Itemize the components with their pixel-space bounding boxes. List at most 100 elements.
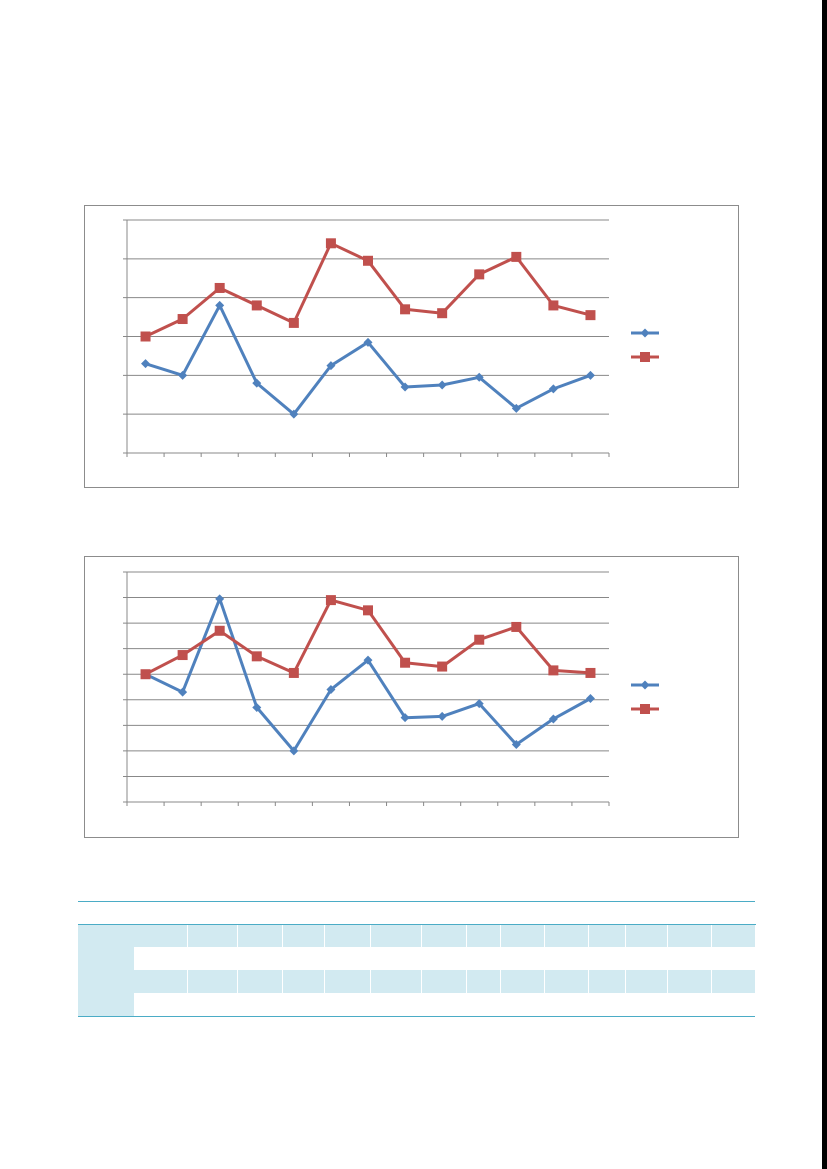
table-cell bbox=[324, 947, 370, 970]
data-point bbox=[548, 300, 559, 311]
data-point bbox=[289, 746, 299, 756]
table-cell bbox=[187, 970, 238, 993]
data-table bbox=[78, 902, 756, 1017]
table-cell bbox=[187, 924, 238, 947]
table-cell bbox=[237, 924, 283, 947]
table-cell bbox=[421, 947, 466, 970]
table-cell bbox=[544, 993, 588, 1017]
data-point bbox=[177, 314, 188, 325]
line-chart-1 bbox=[84, 205, 739, 488]
table-row bbox=[78, 924, 756, 947]
table-header-cell bbox=[237, 902, 282, 925]
data-point bbox=[325, 595, 336, 606]
data-point bbox=[548, 665, 559, 676]
data-point bbox=[585, 310, 596, 321]
table-row-head bbox=[78, 970, 134, 993]
page-edge bbox=[822, 0, 827, 1169]
table-top-rule bbox=[78, 901, 755, 902]
data-point bbox=[141, 359, 151, 369]
table-cell bbox=[711, 924, 756, 947]
table-cell bbox=[134, 993, 187, 1017]
legend-marker bbox=[640, 704, 650, 714]
series-line bbox=[144, 597, 592, 753]
table-cell bbox=[544, 947, 588, 970]
table-cell bbox=[625, 993, 667, 1017]
table-cell bbox=[324, 924, 371, 947]
table-cell bbox=[237, 970, 283, 993]
data-point bbox=[511, 621, 522, 632]
line-chart-2-plot bbox=[123, 571, 659, 806]
data-point bbox=[511, 740, 521, 749]
data-point bbox=[437, 380, 447, 390]
data-point bbox=[585, 370, 595, 380]
table-cell bbox=[187, 993, 237, 1017]
table-header-cell bbox=[282, 902, 324, 925]
table-cell bbox=[466, 947, 500, 970]
data-point bbox=[474, 634, 485, 645]
table-cell bbox=[544, 970, 589, 993]
data-point bbox=[251, 300, 262, 311]
series-line bbox=[145, 303, 592, 416]
table-cell bbox=[421, 970, 467, 993]
data-point bbox=[214, 282, 225, 293]
table-cell bbox=[370, 993, 421, 1017]
table-header-row bbox=[78, 902, 755, 925]
table-cell bbox=[667, 993, 711, 1017]
table-cell bbox=[466, 970, 501, 993]
table-header-cell bbox=[78, 902, 134, 925]
table-cell bbox=[237, 993, 282, 1017]
data-point bbox=[178, 687, 188, 697]
table-cell bbox=[500, 924, 545, 947]
data-point bbox=[474, 269, 485, 280]
data-point bbox=[548, 384, 558, 394]
table-cell bbox=[237, 947, 282, 970]
data-point bbox=[325, 238, 336, 249]
data-point bbox=[400, 382, 410, 392]
table-cell bbox=[667, 970, 712, 993]
table-header-cell bbox=[370, 902, 421, 925]
table-row-head bbox=[78, 993, 134, 1017]
line-chart-1-plot bbox=[123, 219, 659, 457]
data-point bbox=[437, 308, 448, 319]
table-cell bbox=[370, 947, 421, 970]
table-cell bbox=[134, 947, 187, 970]
table-cell bbox=[421, 993, 466, 1017]
table-cell bbox=[134, 970, 188, 993]
table-header-cell bbox=[625, 902, 667, 925]
data-point bbox=[178, 370, 188, 380]
table-header-cell bbox=[500, 902, 544, 925]
table-row-head bbox=[78, 924, 134, 947]
table-cell bbox=[588, 924, 626, 947]
data-point bbox=[437, 711, 447, 721]
table-cell bbox=[588, 993, 625, 1017]
table-row bbox=[78, 970, 756, 993]
table-header-cell bbox=[324, 902, 370, 925]
table-cell bbox=[134, 924, 188, 947]
data-point bbox=[288, 317, 299, 328]
data-point bbox=[177, 650, 188, 661]
table-cell bbox=[588, 970, 626, 993]
data-point bbox=[585, 667, 596, 678]
table-cell bbox=[500, 947, 544, 970]
legend-marker bbox=[640, 680, 650, 690]
table-cell bbox=[370, 924, 422, 947]
table-cell bbox=[421, 924, 467, 947]
data-point bbox=[288, 667, 299, 678]
table-cell bbox=[282, 993, 324, 1017]
data-point bbox=[363, 605, 373, 616]
data-point bbox=[215, 300, 225, 310]
table-row bbox=[78, 993, 755, 1017]
data-point bbox=[363, 655, 373, 665]
data-point bbox=[140, 669, 151, 680]
data-point bbox=[289, 409, 299, 419]
table-header-cell bbox=[667, 902, 711, 925]
data-point bbox=[363, 337, 373, 347]
data-point bbox=[326, 361, 336, 371]
data-point bbox=[437, 661, 448, 672]
table-cell bbox=[711, 970, 756, 993]
data-point bbox=[326, 685, 336, 695]
table-cell bbox=[282, 924, 325, 947]
table-cell bbox=[324, 993, 370, 1017]
data-point bbox=[474, 699, 484, 709]
table-cell bbox=[667, 947, 711, 970]
